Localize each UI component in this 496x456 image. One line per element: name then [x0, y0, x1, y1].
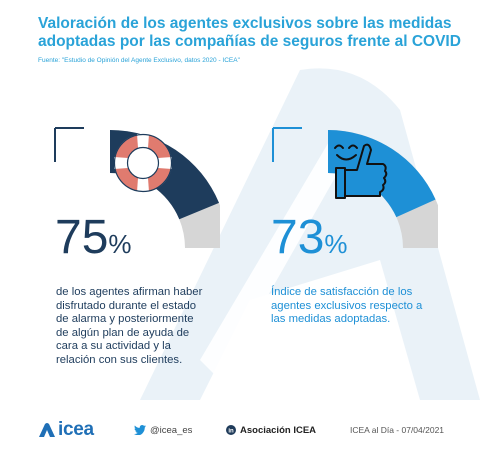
percent-75-sign: % — [108, 229, 132, 259]
title-line-1: Valoración de los agentes exclusivos sob… — [38, 15, 452, 32]
percent-73-value: 73 — [271, 211, 325, 264]
linkedin-icon: in — [226, 425, 236, 435]
footer-credit: ICEA al Día - 07/04/2021 — [350, 418, 444, 442]
icea-logo-icon — [39, 423, 55, 437]
thumbs-up-smile-icon — [334, 143, 388, 199]
gauge-chart-1 — [54, 127, 220, 248]
credit-date: ICEA al Día - 07/04/2021 — [350, 425, 445, 435]
percent-75-value: 75 — [55, 211, 109, 264]
footer-twitter-link[interactable]: @icea_es — [134, 418, 192, 442]
linkedin-name: Asociación ICEA — [240, 424, 317, 436]
twitter-icon — [134, 425, 146, 435]
footer-linkedin-link[interactable]: in Asociación ICEA — [226, 418, 316, 442]
percent-75: 75% — [55, 214, 132, 262]
svg-text:in: in — [228, 428, 234, 434]
footer-logo[interactable]: icea — [38, 418, 94, 442]
page-title: Valoración de los agentes exclusivos sob… — [38, 15, 488, 51]
description-73: Índice de satisfacción de los agentes ex… — [271, 286, 423, 326]
description-75: de los agentes afirman haber disfrutado … — [56, 286, 203, 366]
title-line-2: adoptadas por las compañías de seguros f… — [38, 33, 461, 50]
gauge-chart-2 — [272, 127, 438, 248]
percent-73-sign: % — [324, 229, 348, 259]
percent-73: 73% — [271, 214, 348, 262]
icea-logo-text: icea — [58, 419, 94, 440]
source-note: Fuente: "Estudio de Opinión del Agente E… — [38, 57, 240, 64]
twitter-handle: @icea_es — [150, 424, 193, 436]
lifebuoy-icon — [113, 133, 173, 193]
